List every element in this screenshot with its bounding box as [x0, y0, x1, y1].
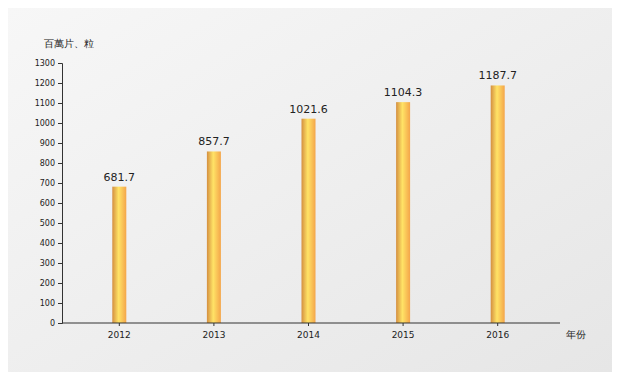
y-tick-mark — [58, 243, 62, 244]
y-tick-label: 1100 — [35, 99, 55, 108]
y-axis-title: 百萬片、粒 — [44, 38, 94, 49]
bar — [112, 187, 126, 323]
x-tick-mark — [213, 323, 214, 326]
background — [8, 8, 612, 372]
data-label: 681.7 — [104, 171, 136, 184]
y-tick-label: 200 — [40, 279, 55, 288]
y-tick-mark — [58, 123, 62, 124]
x-tick-label: 2013 — [202, 330, 225, 340]
y-tick: 800 — [40, 159, 62, 168]
y-tick-label: 0 — [50, 319, 55, 328]
y-axis: 0 100 200 300 400 500 600 700 800 900 1000 1100 1200… — [35, 59, 63, 328]
y-tick: 1300 — [35, 59, 62, 68]
x-tick-mark — [497, 323, 498, 326]
y-tick-mark — [58, 223, 62, 224]
y-tick-mark — [58, 163, 62, 164]
y-tick-mark — [58, 143, 62, 144]
y-tick-label: 400 — [40, 239, 55, 248]
y-tick-mark — [58, 263, 62, 264]
bar — [302, 119, 316, 323]
y-tick-mark — [58, 63, 62, 64]
y-tick-mark — [58, 183, 62, 184]
y-tick: 1000 — [35, 119, 62, 128]
x-tick: 2015 — [392, 323, 415, 340]
y-tick: 1200 — [35, 79, 62, 88]
y-tick-label: 800 — [40, 159, 55, 168]
y-tick: 200 — [40, 279, 62, 288]
y-tick-label: 900 — [40, 139, 55, 148]
data-label: 1187.7 — [478, 69, 517, 82]
x-tick: 2013 — [202, 323, 225, 340]
y-tick-mark — [58, 283, 62, 284]
y-tick-label: 500 — [40, 219, 55, 228]
bar — [207, 151, 221, 323]
data-label: 857.7 — [198, 135, 230, 148]
bar — [491, 85, 505, 323]
y-tick-mark — [58, 83, 62, 84]
y-tick: 1100 — [35, 99, 62, 108]
y-tick: 600 — [40, 199, 62, 208]
y-tick-mark — [58, 303, 62, 304]
bars — [112, 85, 504, 323]
y-axis-line — [58, 64, 63, 324]
y-tick-label: 1200 — [35, 79, 55, 88]
x-tick: 2014 — [297, 323, 320, 340]
x-axis-line — [62, 323, 560, 324]
data-label: 1021.6 — [289, 103, 328, 116]
y-tick-label: 1300 — [35, 59, 55, 68]
y-tick: 100 — [40, 299, 62, 308]
x-tick-label: 2012 — [108, 330, 131, 340]
x-axis-title: 年份 — [566, 329, 586, 340]
x-tick-mark — [308, 323, 309, 326]
y-tick-label: 700 — [40, 179, 55, 188]
y-tick-label: 300 — [40, 259, 55, 268]
y-tick-label: 100 — [40, 299, 55, 308]
x-tick-label: 2015 — [392, 330, 415, 340]
y-tick: 400 — [40, 239, 62, 248]
y-tick-mark — [58, 203, 62, 204]
data-labels: 681.7 857.7 1021.6 1104.3 1187.7 — [104, 69, 517, 183]
y-tick: 900 — [40, 139, 62, 148]
y-tick: 0 — [50, 319, 62, 328]
x-axis: 2012 2013 2014 2015 2016 — [62, 323, 560, 340]
bar — [396, 102, 410, 323]
data-label: 1104.3 — [384, 86, 423, 99]
x-tick-mark — [119, 323, 120, 326]
y-tick-mark — [58, 323, 62, 324]
y-tick-label: 1000 — [35, 119, 55, 128]
y-tick-mark — [58, 103, 62, 104]
y-tick: 700 — [40, 179, 62, 188]
y-tick: 500 — [40, 219, 62, 228]
y-tick-label: 600 — [40, 199, 55, 208]
chart: 0 100 200 300 400 500 600 700 800 900 1000 1100 1200… — [0, 0, 620, 380]
x-tick-mark — [403, 323, 404, 326]
x-tick: 2016 — [486, 323, 509, 340]
y-tick: 300 — [40, 259, 62, 268]
x-tick: 2012 — [108, 323, 131, 340]
x-tick-label: 2016 — [486, 330, 509, 340]
x-tick-label: 2014 — [297, 330, 320, 340]
